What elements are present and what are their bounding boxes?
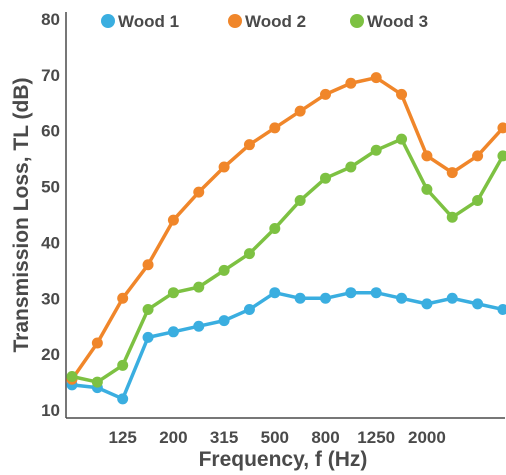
data-point-1 (446, 292, 458, 304)
data-point-2 (396, 88, 408, 100)
x-tick-label: 125 (109, 428, 137, 447)
y-tick-label: 70 (41, 66, 60, 85)
data-point-2 (421, 150, 433, 162)
data-point-1 (320, 292, 331, 304)
data-point-1 (370, 287, 382, 299)
data-point-3 (218, 264, 230, 276)
data-point-3 (345, 161, 357, 173)
x-tick-label: 500 (261, 428, 289, 447)
data-point-2 (142, 259, 154, 271)
data-point-2 (193, 186, 205, 198)
data-point-3 (193, 281, 205, 293)
legend-label-1: Wood 1 (118, 12, 179, 31)
data-point-2 (218, 161, 230, 173)
data-point-3 (294, 195, 306, 207)
axes (65, 12, 505, 419)
x-tick-label: 1250 (357, 428, 395, 447)
legend-marker-3 (350, 14, 364, 28)
y-tick-label: 50 (41, 178, 60, 197)
legend-label-2: Wood 2 (245, 12, 306, 31)
data-point-3 (497, 150, 506, 162)
y-tick-label: 20 (41, 345, 60, 364)
x-tick-label: 200 (159, 428, 187, 447)
y-tick-labels: 10 20 30 40 50 60 70 80 (41, 10, 60, 420)
data-point-3 (269, 222, 281, 234)
y-tick-label: 40 (41, 233, 60, 252)
legend-marker-2 (228, 14, 242, 28)
data-point-1 (193, 320, 205, 332)
y-axis-label: Transmission Loss, TL (dB) (10, 78, 33, 353)
data-point-1 (345, 287, 357, 299)
data-point-3 (142, 303, 154, 315)
data-point-3 (396, 133, 408, 145)
y-tick-label: 60 (41, 122, 60, 141)
data-point-1 (421, 298, 433, 310)
data-point-3 (91, 376, 103, 388)
data-point-1 (167, 326, 179, 338)
series-group (66, 72, 506, 405)
data-point-2 (91, 337, 103, 349)
series-line-3 (71, 137, 505, 384)
y-tick-label: 30 (41, 289, 60, 308)
y-tick-label: 10 (41, 401, 60, 420)
x-tick-label: 315 (210, 428, 238, 447)
data-point-3 (472, 195, 484, 207)
data-point-1 (294, 292, 306, 304)
data-point-2 (497, 122, 506, 134)
data-point-2 (117, 292, 129, 304)
data-point-2 (370, 72, 382, 84)
data-point-2 (472, 150, 484, 162)
y-tick-label: 80 (41, 10, 60, 29)
data-point-3 (117, 359, 129, 371)
data-point-3 (421, 183, 433, 195)
data-point-2 (167, 214, 179, 226)
x-tick-labels: 125 200 315 500 800 1250 2000 (109, 428, 446, 447)
data-point-3 (243, 248, 255, 260)
data-point-1 (497, 303, 506, 315)
data-point-2 (320, 88, 331, 100)
data-point-2 (294, 105, 306, 117)
data-point-3 (370, 144, 382, 156)
data-point-1 (218, 315, 230, 327)
data-point-1 (117, 393, 129, 405)
series-line-1 (71, 290, 504, 401)
data-point-2 (446, 167, 458, 179)
data-point-2 (269, 122, 281, 134)
x-axis-label: Frequency, f (Hz) (199, 448, 368, 471)
data-point-3 (446, 211, 458, 223)
data-point-2 (243, 139, 255, 151)
legend-label-3: Wood 3 (367, 12, 428, 31)
legend-marker-1 (101, 14, 115, 28)
legend: Wood 1 Wood 2 Wood 3 (101, 12, 428, 31)
x-tick-label: 2000 (408, 428, 446, 447)
data-point-3 (66, 370, 78, 382)
x-tick-label: 800 (311, 428, 339, 447)
data-point-1 (396, 292, 408, 304)
data-point-2 (345, 77, 357, 89)
data-point-1 (269, 287, 281, 299)
data-point-1 (142, 331, 154, 343)
data-point-3 (167, 287, 179, 299)
data-point-1 (472, 298, 484, 310)
data-point-3 (320, 172, 331, 184)
data-point-1 (243, 303, 255, 315)
